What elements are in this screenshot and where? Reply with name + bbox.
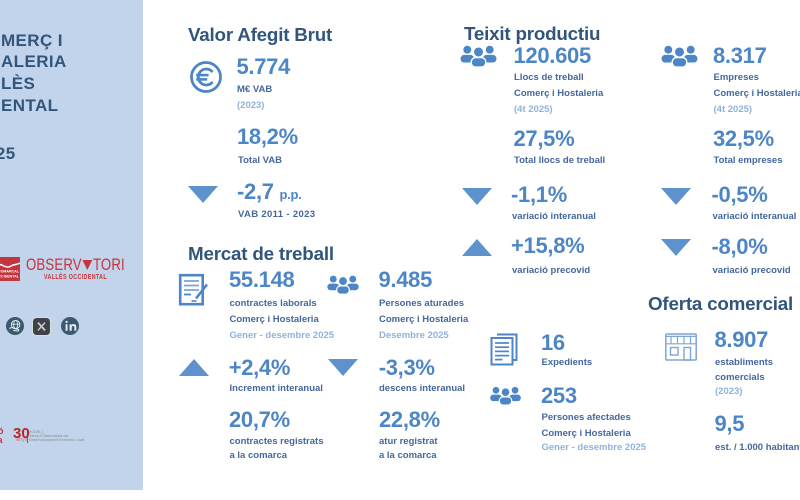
svg-text:COMARCAL: COMARCAL [0,270,20,274]
svg-text:OCCIDENTAL: OCCIDENTAL [0,275,20,279]
